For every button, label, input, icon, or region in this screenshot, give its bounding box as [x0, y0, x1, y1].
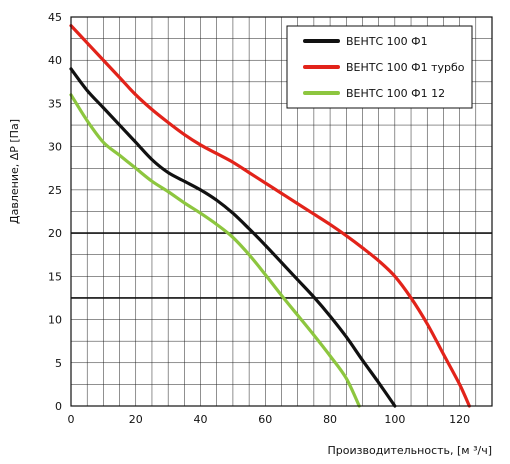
x-tick-label: 40 [194, 413, 208, 426]
x-tick-label: 120 [449, 413, 470, 426]
legend: ВЕНТС 100 Ф1 ВЕНТС 100 Ф1 турбо ВЕНТС 100 … [286, 25, 473, 109]
x-tick-labels: 0 20 40 60 80 100 120 [68, 413, 471, 426]
y-tick-label: 35 [48, 97, 62, 110]
y-tick-labels: 0 5 10 15 20 25 30 35 40 45 [48, 11, 62, 413]
y-tick-label: 40 [48, 54, 62, 67]
series-line-2 [69, 24, 471, 408]
y-tick-label: 20 [48, 227, 62, 240]
legend-label-2: ВЕНТС 100 Ф1 турбо [346, 61, 465, 74]
legend-label-1: ВЕНТС 100 Ф1 [346, 35, 428, 48]
y-tick-label: 0 [55, 400, 62, 413]
x-tick-label: 0 [68, 413, 75, 426]
legend-label-3: ВЕНТС 100 Ф1 12 [346, 87, 445, 100]
series-line-3 [69, 93, 361, 408]
x-tick-label: 100 [384, 413, 405, 426]
major-reference-lines [71, 232, 492, 299]
series-line-1 [69, 67, 397, 408]
x-tick-label: 20 [129, 413, 143, 426]
y-tick-label: 30 [48, 141, 62, 154]
x-tick-label: 80 [323, 413, 337, 426]
y-tick-label: 45 [48, 11, 62, 24]
series-lines [69, 24, 471, 408]
y-tick-label: 10 [48, 314, 62, 327]
x-axis-title: Производительность, [м ³/ч] [328, 444, 492, 457]
plot-frame [70, 16, 493, 407]
y-axis-title: Давление, ΔP [Па] [8, 119, 21, 224]
y-tick-label: 5 [55, 357, 62, 370]
y-tick-label: 15 [48, 270, 62, 283]
y-tick-label: 25 [48, 184, 62, 197]
x-tick-label: 60 [258, 413, 272, 426]
